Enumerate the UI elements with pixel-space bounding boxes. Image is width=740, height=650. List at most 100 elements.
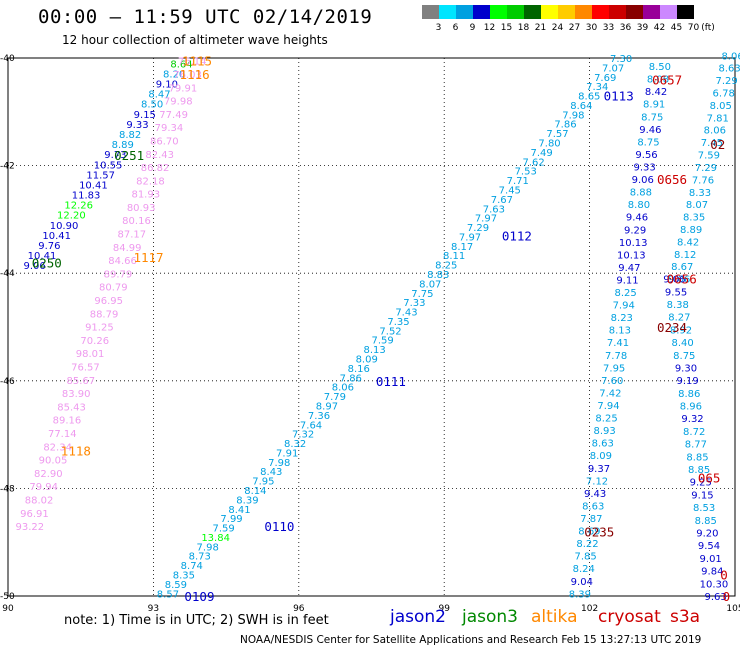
wave-height-value: 8.73: [189, 552, 211, 563]
wave-height-value: 8.75: [637, 137, 659, 148]
wave-height-value: 7.34: [586, 82, 608, 93]
pass-time-label: 0111: [376, 374, 406, 389]
wave-height-value: 8.43: [260, 467, 282, 478]
wave-height-value: 7.45: [499, 185, 521, 196]
legend-label: 39: [636, 23, 649, 33]
wave-height-value: 8.80: [628, 200, 650, 211]
pass-time-label: 0112: [502, 229, 532, 244]
wave-height-value: 10.41: [42, 231, 71, 242]
wave-height-value: 8.85: [686, 452, 708, 463]
y-tick-label: -44: [0, 269, 15, 279]
legend-label: 21: [534, 23, 547, 33]
wave-height-value: 8.14: [244, 486, 266, 497]
wave-height-value: 7.91: [276, 448, 298, 459]
wave-height-value: 8.42: [645, 87, 667, 98]
legend-swatch: [660, 5, 677, 19]
wave-height-value: 88.02: [25, 495, 54, 506]
wave-height-value: 8.64: [570, 101, 592, 112]
wave-height-value: 8.39: [236, 495, 258, 506]
wave-height-value: 9.32: [681, 414, 703, 425]
wave-height-value: 10.13: [617, 250, 646, 261]
wave-height-value: 8.09: [356, 355, 378, 366]
wave-height-value: 9.15: [691, 490, 713, 501]
wave-height-value: 7.86: [340, 373, 362, 384]
legend-swatch: [473, 5, 490, 19]
wave-height-value: 8.42: [677, 237, 699, 248]
legend-label: 24: [551, 23, 564, 33]
wave-height-value: 10.30: [700, 579, 729, 590]
legend-swatch: [558, 5, 575, 19]
wave-height-value: 7.59: [371, 336, 393, 347]
wave-height-value: 77.14: [48, 429, 77, 440]
wave-height-value: 79.98: [164, 97, 193, 108]
x-tick-label: 96: [293, 604, 305, 614]
wave-height-value: 8.25: [435, 261, 457, 272]
pass-time-label: 0656: [657, 172, 687, 187]
wave-height-value: 8.09: [590, 451, 612, 462]
footer-note: note: 1) Time is in UTC; 2) SWH is in fe…: [64, 613, 329, 628]
wave-height-value: 7.78: [605, 351, 627, 362]
wave-height-value: 9.55: [665, 287, 687, 298]
wave-height-value: 9.19: [676, 376, 698, 387]
legend-swatch: [643, 5, 660, 19]
y-tick-label: -42: [0, 162, 15, 172]
legend-label: 30: [585, 23, 598, 33]
legend-label: 12: [483, 23, 496, 33]
wave-height-value: 7.63: [483, 204, 505, 215]
wave-height-value: 76.14: [178, 57, 207, 68]
wave-height-value: 79.34: [155, 123, 184, 134]
wave-height-value: 7.57: [546, 129, 568, 140]
wave-height-value: 9.37: [588, 464, 610, 475]
wave-height-value: 80.93: [127, 203, 156, 214]
wave-height-value: 76.57: [71, 363, 100, 374]
wave-height-value: 7.97: [459, 232, 481, 243]
wave-height-value: 12.20: [57, 211, 86, 222]
wave-height-value: 11.83: [72, 191, 101, 202]
satellite-jason2: jason2: [390, 607, 446, 627]
wave-height-value: 8.08: [647, 75, 669, 86]
wave-height-value: 8.11: [443, 251, 465, 262]
satellite-jason3: jason3: [462, 607, 518, 627]
wave-height-value: 9.56: [635, 150, 657, 161]
wave-height-value: 8.64: [170, 59, 192, 70]
wave-height-value: 84.99: [113, 243, 142, 254]
legend-swatch: [456, 5, 473, 19]
legend-label: 15: [500, 23, 513, 33]
legend-label: 18: [517, 23, 530, 33]
pass-time-label: 1117: [133, 250, 163, 265]
wave-height-value: 9.54: [698, 541, 720, 552]
wave-height-value: 9.29: [624, 225, 646, 236]
page-title: 00:00 – 11:59 UTC 02/14/2019: [38, 6, 373, 28]
wave-height-value: 8.57: [157, 589, 179, 600]
wave-height-value: 7.29: [695, 163, 717, 174]
plot-frame: [7, 57, 736, 597]
pass-time-label: 1116: [180, 67, 210, 82]
wave-height-value: 10.13: [619, 238, 648, 249]
wave-height-value: 96.95: [94, 296, 123, 307]
wave-height-value: 82.90: [34, 469, 63, 480]
wave-height-value: 80.79: [99, 283, 128, 294]
wave-height-value: 8.89: [680, 225, 702, 236]
wave-height-value: 82.34: [43, 442, 72, 453]
wave-height-value: 7.35: [387, 317, 409, 328]
legend-label: 36: [619, 23, 632, 33]
wave-height-value: 98.01: [76, 349, 105, 360]
pass-time-label: 0110: [264, 519, 294, 534]
wave-height-value: 84.66: [108, 256, 137, 267]
wave-height-value: 8.22: [576, 539, 598, 550]
wave-height-value: 9.06: [663, 275, 685, 286]
legend-swatch: [677, 5, 694, 19]
wave-height-value: 87.17: [118, 230, 147, 241]
wave-height-value: 8.17: [451, 242, 473, 253]
pass-time-label: 0113: [604, 89, 634, 104]
pass-time-label: 0234: [657, 320, 687, 335]
wave-height-value: 9.46: [639, 125, 661, 136]
wave-height-value: 8.63: [582, 501, 604, 512]
wave-height-value: 8.85: [688, 465, 710, 476]
wave-height-value: 9.06: [632, 175, 654, 186]
wave-height-value: 8.24: [573, 564, 595, 575]
wave-height-value: 8.23: [611, 313, 633, 324]
wave-height-value: 7.52: [379, 326, 401, 337]
wave-height-value: 8.88: [630, 188, 652, 199]
